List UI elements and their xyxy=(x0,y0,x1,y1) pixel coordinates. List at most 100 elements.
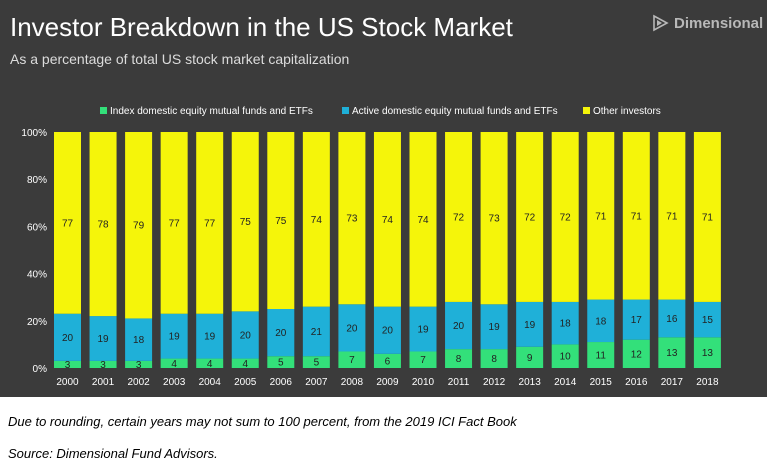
y-tick-label: 0% xyxy=(33,364,48,375)
bar-segment xyxy=(445,349,473,368)
bar-segment xyxy=(267,356,295,368)
y-tick-label: 60% xyxy=(27,222,47,233)
bar-segment xyxy=(445,132,473,302)
data-label: 73 xyxy=(346,214,358,225)
bar-segment xyxy=(480,132,508,305)
data-label: 71 xyxy=(702,212,714,223)
data-label: 11 xyxy=(596,351,607,362)
x-tick-label: 2016 xyxy=(625,377,648,388)
data-label: 75 xyxy=(275,216,287,227)
legend-swatch xyxy=(100,107,107,114)
bar-segment xyxy=(125,360,153,368)
bar-segment xyxy=(89,316,117,361)
bar-segment xyxy=(302,356,330,368)
x-tick-label: 2007 xyxy=(305,377,328,388)
bar-segment xyxy=(409,306,437,352)
bar-segment xyxy=(125,132,153,319)
data-label: 74 xyxy=(417,215,429,226)
x-tick-label: 2017 xyxy=(661,377,684,388)
data-label: 6 xyxy=(385,356,391,367)
x-tick-label: 2014 xyxy=(554,377,577,388)
data-label: 72 xyxy=(453,212,465,223)
bar-segment xyxy=(196,132,224,314)
data-label: 21 xyxy=(311,327,323,338)
x-tick-label: 2015 xyxy=(590,377,613,388)
bar-segment xyxy=(267,309,295,357)
bar-segment xyxy=(54,360,81,368)
bar-segment xyxy=(693,132,721,302)
x-tick-label: 2006 xyxy=(270,377,293,388)
bar-segment xyxy=(480,304,508,350)
bar-segment xyxy=(338,351,366,368)
bar-segment xyxy=(338,304,366,352)
data-label: 3 xyxy=(136,360,142,371)
data-label: 77 xyxy=(204,218,216,229)
data-label: 4 xyxy=(207,359,213,370)
data-label: 20 xyxy=(240,330,252,341)
data-label: 5 xyxy=(314,358,320,369)
y-tick-label: 80% xyxy=(27,175,47,186)
data-label: 13 xyxy=(666,348,678,359)
bar-segment xyxy=(196,358,224,368)
data-label: 4 xyxy=(242,359,248,370)
bar-segment xyxy=(480,349,508,368)
data-label: 5 xyxy=(278,358,284,369)
brand: Dimensional xyxy=(652,14,763,32)
data-label: 12 xyxy=(631,349,643,360)
data-label: 20 xyxy=(346,323,358,334)
data-label: 3 xyxy=(100,360,106,371)
bar-segment xyxy=(516,132,544,302)
data-label: 16 xyxy=(666,314,678,325)
bar-segment xyxy=(89,132,117,317)
data-label: 77 xyxy=(169,218,181,229)
data-label: 20 xyxy=(453,321,465,332)
x-tick-label: 2009 xyxy=(376,377,399,388)
bar-segment xyxy=(658,337,686,368)
bar-segment xyxy=(54,313,81,361)
data-label: 78 xyxy=(97,220,109,231)
bar-segment xyxy=(409,351,437,368)
data-label: 8 xyxy=(491,354,497,365)
data-label: 74 xyxy=(382,215,394,226)
bar-segment xyxy=(622,299,650,340)
bar-segment xyxy=(587,299,615,343)
data-label: 20 xyxy=(382,326,394,337)
bar-segment xyxy=(445,301,473,350)
x-tick-label: 2000 xyxy=(56,377,79,388)
bar-segment xyxy=(302,306,330,357)
data-label: 19 xyxy=(97,334,109,345)
x-tick-label: 2011 xyxy=(448,377,470,388)
data-label: 75 xyxy=(240,217,252,228)
bar-segment xyxy=(231,132,259,312)
bar-segment xyxy=(267,132,295,309)
bar-segment xyxy=(54,132,81,314)
data-label: 3 xyxy=(65,360,71,371)
data-label: 20 xyxy=(62,333,74,344)
data-label: 19 xyxy=(417,325,429,336)
data-label: 7 xyxy=(349,355,355,366)
bar-segment xyxy=(658,299,686,338)
bar-segment xyxy=(302,132,330,307)
x-tick-label: 2010 xyxy=(412,377,435,388)
legend-label: Other investors xyxy=(593,106,661,117)
x-tick-label: 2008 xyxy=(341,377,364,388)
data-label: 19 xyxy=(169,332,181,343)
source-footnote: Source: Dimensional Fund Advisors. xyxy=(8,446,218,461)
legend-label: Index domestic equity mutual funds and E… xyxy=(110,106,313,117)
data-label: 71 xyxy=(595,211,607,222)
data-label: 10 xyxy=(560,352,572,363)
chart-subtitle: As a percentage of total US stock market… xyxy=(10,51,350,67)
bar-segment xyxy=(89,360,117,368)
bar-segment xyxy=(516,346,544,368)
data-label: 77 xyxy=(62,218,74,229)
bar-segment xyxy=(373,132,401,307)
bar-segment xyxy=(160,313,188,359)
bar-segment xyxy=(338,132,366,305)
bar-segment xyxy=(622,339,650,368)
chart-title: Investor Breakdown in the US Stock Marke… xyxy=(10,12,513,42)
x-tick-label: 2004 xyxy=(199,377,222,388)
bar-segment xyxy=(551,132,579,302)
bar-segment xyxy=(409,132,437,307)
data-label: 15 xyxy=(702,315,714,326)
data-label: 13 xyxy=(702,348,714,359)
